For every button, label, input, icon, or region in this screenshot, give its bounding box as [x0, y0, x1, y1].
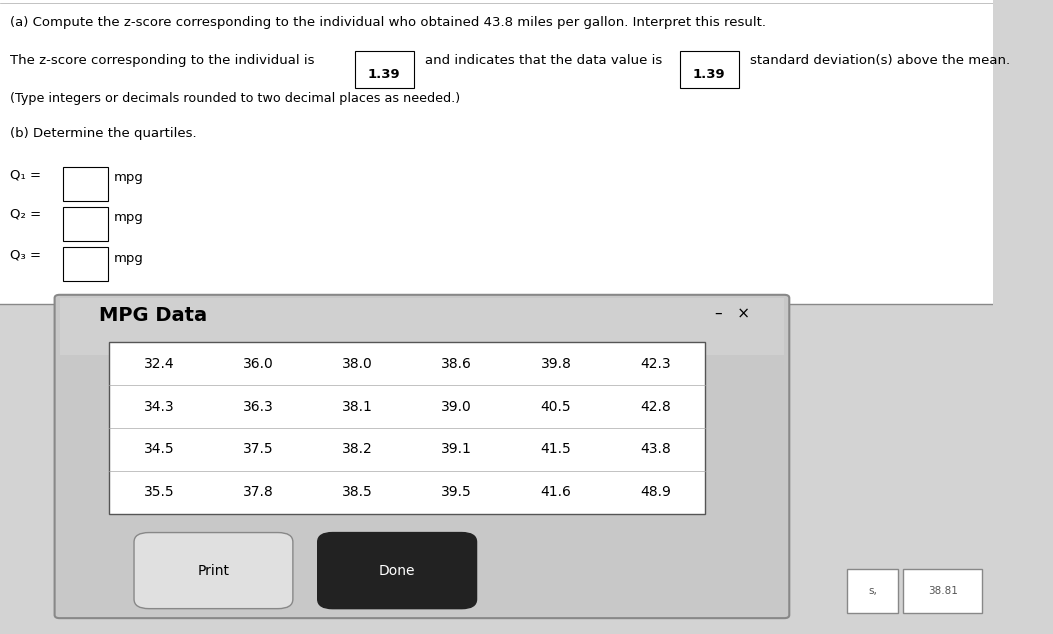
Text: 38.2: 38.2 [342, 443, 373, 456]
FancyBboxPatch shape [903, 569, 981, 613]
Text: 36.0: 36.0 [243, 357, 274, 371]
Text: and indicates that the data value is: and indicates that the data value is [425, 54, 662, 67]
Text: standard deviation(s) above the mean.: standard deviation(s) above the mean. [750, 54, 1010, 67]
Text: mpg: mpg [114, 211, 144, 224]
Text: 41.5: 41.5 [540, 443, 572, 456]
Text: (b) Determine the quartiles.: (b) Determine the quartiles. [9, 127, 197, 140]
Text: 36.3: 36.3 [243, 399, 274, 413]
Text: MPG Data: MPG Data [99, 306, 207, 325]
FancyBboxPatch shape [847, 569, 898, 613]
Text: Q₂ =: Q₂ = [9, 208, 41, 221]
Text: 38.1: 38.1 [342, 399, 373, 413]
Text: The z-score corresponding to the individual is: The z-score corresponding to the individ… [9, 54, 315, 67]
Text: Print: Print [198, 564, 230, 578]
FancyBboxPatch shape [62, 247, 108, 281]
Text: 34.3: 34.3 [143, 399, 174, 413]
Text: (Type integers or decimals rounded to two decimal places as needed.): (Type integers or decimals rounded to tw… [9, 92, 460, 105]
Text: (a) Compute the z-score corresponding to the individual who obtained 43.8 miles : (a) Compute the z-score corresponding to… [9, 16, 766, 29]
Text: 39.8: 39.8 [540, 357, 572, 371]
Text: Q₃ =: Q₃ = [9, 249, 41, 262]
Text: 35.5: 35.5 [143, 485, 174, 499]
FancyBboxPatch shape [134, 533, 293, 609]
Text: 32.4: 32.4 [143, 357, 174, 371]
Text: s,: s, [869, 586, 877, 596]
Text: Done: Done [379, 564, 415, 578]
FancyBboxPatch shape [55, 295, 790, 618]
Text: 41.6: 41.6 [540, 485, 572, 499]
FancyBboxPatch shape [0, 0, 993, 304]
Text: –   ×: – × [715, 306, 750, 321]
Text: mpg: mpg [114, 252, 144, 265]
FancyBboxPatch shape [62, 207, 108, 241]
Text: 42.8: 42.8 [640, 399, 671, 413]
Text: 34.5: 34.5 [143, 443, 174, 456]
FancyBboxPatch shape [62, 167, 108, 201]
Text: 39.0: 39.0 [441, 399, 472, 413]
Text: 38.0: 38.0 [342, 357, 373, 371]
Text: mpg: mpg [114, 171, 144, 184]
Text: 38.6: 38.6 [441, 357, 472, 371]
FancyBboxPatch shape [318, 533, 477, 609]
Text: 39.5: 39.5 [441, 485, 472, 499]
Text: 37.8: 37.8 [243, 485, 274, 499]
Text: 39.1: 39.1 [441, 443, 472, 456]
Text: 38.5: 38.5 [342, 485, 373, 499]
Text: 1.39: 1.39 [693, 68, 726, 81]
FancyBboxPatch shape [356, 51, 414, 88]
Text: 48.9: 48.9 [640, 485, 671, 499]
Text: 1.39: 1.39 [367, 68, 400, 81]
Text: 37.5: 37.5 [243, 443, 274, 456]
Text: Q₁ =: Q₁ = [9, 168, 41, 181]
Text: 43.8: 43.8 [640, 443, 671, 456]
Text: 38.81: 38.81 [929, 586, 958, 596]
Text: 40.5: 40.5 [540, 399, 572, 413]
FancyBboxPatch shape [110, 342, 704, 514]
FancyBboxPatch shape [680, 51, 738, 88]
Text: 42.3: 42.3 [640, 357, 671, 371]
FancyBboxPatch shape [60, 298, 784, 355]
